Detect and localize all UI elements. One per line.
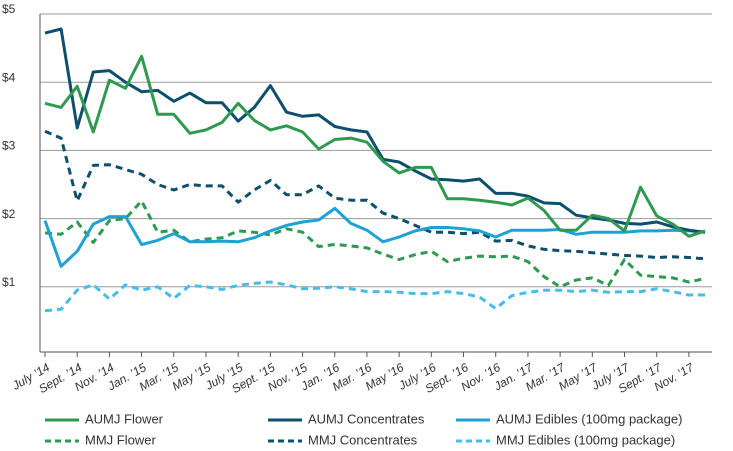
- series-line: [43, 206, 706, 268]
- legend-label: AUMJ Concentrates: [308, 411, 425, 426]
- legend-item: AUMJ Flower: [45, 411, 164, 426]
- y-tick-label: $2: [2, 207, 16, 221]
- legend-label: AUMJ Flower: [85, 411, 164, 426]
- legend-item: AUMJ Concentrates: [268, 411, 425, 426]
- series-line: [44, 199, 706, 289]
- y-tick-label: $3: [2, 139, 16, 153]
- series-line: [44, 54, 706, 238]
- legend-label: AUMJ Edibles (100mg package): [496, 411, 682, 426]
- legend-item: MMJ Edibles (100mg package): [456, 432, 675, 447]
- y-tick-label: $4: [2, 70, 16, 84]
- legend-label: MMJ Edibles (100mg package): [496, 432, 675, 447]
- series-line: [44, 280, 705, 313]
- series-line: [44, 129, 706, 261]
- legend-item: MMJ Concentrates: [268, 432, 418, 447]
- y-tick-label: $5: [2, 2, 16, 16]
- series-line: [44, 27, 706, 234]
- legend-label: MMJ Flower: [85, 432, 156, 447]
- y-tick-label: $1: [2, 275, 16, 289]
- legend-item: AUMJ Edibles (100mg package): [456, 411, 682, 426]
- legend-label: MMJ Concentrates: [308, 432, 418, 447]
- legend-item: MMJ Flower: [45, 432, 156, 447]
